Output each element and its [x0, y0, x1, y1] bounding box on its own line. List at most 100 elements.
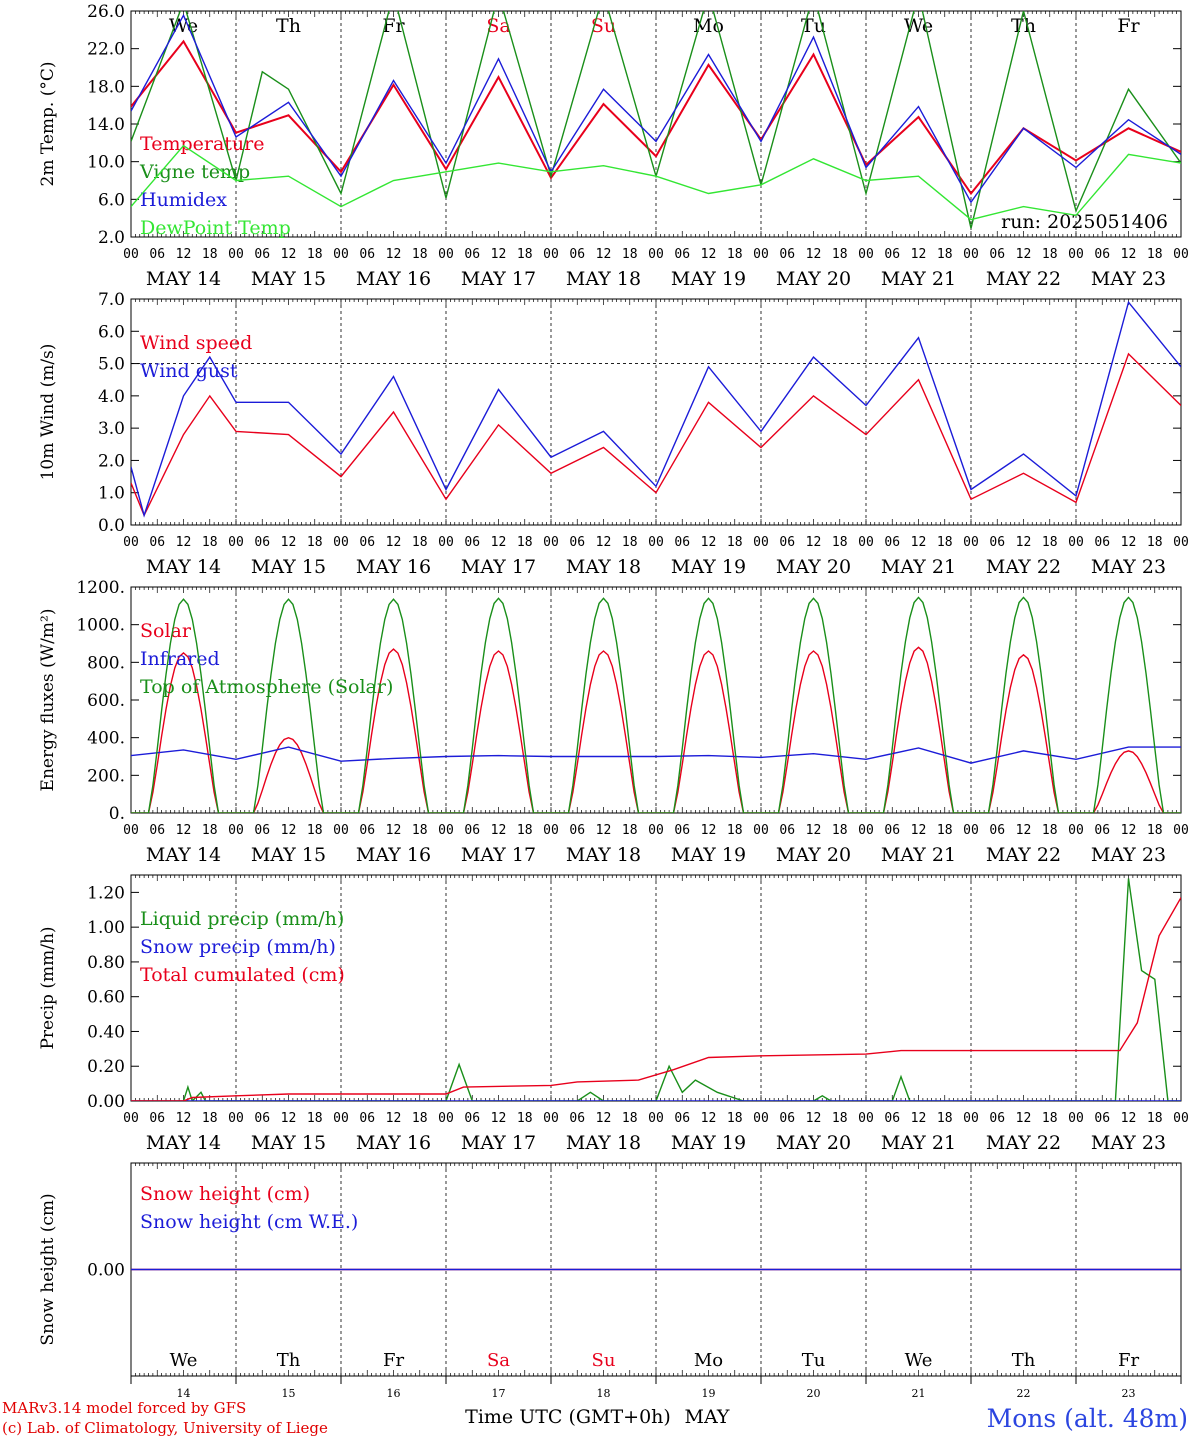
x-hour-label: 18	[832, 823, 848, 838]
credit-model: MARv3.14 model forced by GFS	[2, 1399, 247, 1417]
day-number-label: 15	[282, 1387, 296, 1400]
legend-entry: Top of Atmosphere (Solar)	[140, 676, 393, 698]
x-hour-label: 00	[1173, 535, 1189, 550]
x-hour-label: 18	[517, 247, 533, 262]
x-hour-label: 18	[307, 1111, 323, 1126]
x-hour-label: 18	[1042, 247, 1058, 262]
x-hour-label: 06	[884, 247, 900, 262]
x-date-label: MAY 23	[1091, 556, 1166, 578]
x-hour-label: 06	[254, 535, 270, 550]
series-solar	[131, 646, 1181, 813]
day-number-label: 19	[702, 1387, 716, 1400]
x-hour-label: 12	[911, 823, 927, 838]
y-tick-label: 5.0	[98, 355, 125, 375]
x-hour-label: 00	[963, 535, 979, 550]
legend-entry: Snow height (cm)	[140, 1183, 310, 1205]
x-hour-label: 12	[491, 535, 507, 550]
x-hour-label: 06	[464, 247, 480, 262]
y-axis-label: Energy fluxes (W/m²)	[38, 609, 58, 792]
x-hour-label: 12	[701, 247, 717, 262]
credit-lab: (c) Lab. of Climatology, University of L…	[2, 1419, 328, 1437]
x-hour-label: 06	[1094, 823, 1110, 838]
x-hour-label: 06	[674, 1111, 690, 1126]
panel-5: 0.00 Snow height (cm) We 14 Th 15 Fr 16 Sa 17 Su 18…	[38, 1162, 1182, 1428]
x-hour-label: 00	[858, 247, 874, 262]
series-dewpoint-temp	[131, 144, 1181, 221]
x-hour-label: 06	[569, 823, 585, 838]
x-hour-label: 12	[1016, 535, 1032, 550]
day-number-label: 23	[1122, 1387, 1136, 1400]
y-axis-label: Precip (mm/h)	[38, 926, 58, 1049]
x-date-label: MAY 21	[881, 844, 956, 866]
y-tick-label: 1.0	[98, 484, 125, 504]
x-hour-label: 18	[1147, 1111, 1163, 1126]
y-tick-label: 18.0	[87, 77, 125, 97]
panel-3: 0. 200. 400. 600. 800. 1000. 1200. Energy fluxe…	[38, 578, 1189, 866]
x-hour-label: 00	[438, 823, 454, 838]
x-hour-label: 18	[937, 823, 953, 838]
x-hour-label: 06	[254, 823, 270, 838]
x-hour-label: 12	[491, 823, 507, 838]
y-tick-label: 200.	[87, 766, 125, 786]
x-hour-label: 18	[412, 823, 428, 838]
x-hour-label: 12	[806, 535, 822, 550]
weekday-label: Tu	[802, 1350, 826, 1371]
y-tick-label: 14.0	[87, 115, 125, 135]
x-date-label: MAY 18	[566, 268, 641, 290]
x-date-label: MAY 14	[146, 1132, 221, 1154]
legend-entry: Temperature	[140, 133, 264, 155]
x-hour-label: 00	[963, 823, 979, 838]
x-hour-label: 06	[149, 247, 165, 262]
x-date-label: MAY 16	[356, 1132, 431, 1154]
y-tick-label: 2.0	[98, 228, 125, 248]
x-date-label: MAY 19	[671, 268, 746, 290]
x-hour-label: 06	[569, 535, 585, 550]
legend-entry: DewPoint Temp	[140, 217, 291, 239]
x-date-label: MAY 17	[461, 268, 536, 290]
x-date-label: MAY 21	[881, 268, 956, 290]
x-hour-label: 00	[543, 247, 559, 262]
x-hour-label: 00	[543, 1111, 559, 1126]
x-hour-label: 18	[622, 1111, 638, 1126]
series-wind-speed	[131, 352, 1181, 518]
station-name: Mons (alt. 48m)	[986, 1404, 1188, 1433]
x-hour-label: 12	[386, 535, 402, 550]
x-hour-label: 18	[412, 247, 428, 262]
x-hour-label: 18	[1147, 535, 1163, 550]
x-date-label: MAY 19	[671, 556, 746, 578]
y-tick-label: 0.00	[87, 1261, 125, 1281]
x-date-label: MAY 20	[776, 1132, 851, 1154]
x-date-label: MAY 15	[251, 1132, 326, 1154]
x-hour-label: 18	[202, 823, 218, 838]
y-tick-label: 1200.	[76, 578, 125, 598]
x-hour-label: 18	[412, 1111, 428, 1126]
x-date-label: MAY 22	[986, 844, 1061, 866]
x-date-label: MAY 17	[461, 556, 536, 578]
legend-entry: Humidex	[140, 189, 227, 211]
legend-entry: Solar	[140, 620, 192, 642]
x-hour-label: 06	[674, 823, 690, 838]
x-hour-label: 18	[1042, 1111, 1058, 1126]
x-date-label: MAY 18	[566, 844, 641, 866]
weekday-label: Fr	[1117, 15, 1140, 37]
x-hour-label: 18	[727, 823, 743, 838]
x-hour-label: 06	[884, 1111, 900, 1126]
x-hour-label: 12	[1016, 1111, 1032, 1126]
x-hour-label: 18	[622, 247, 638, 262]
x-hour-label: 12	[1121, 823, 1137, 838]
x-date-label: MAY 20	[776, 268, 851, 290]
x-date-label: MAY 14	[146, 556, 221, 578]
legend-entry: Snow height (cm W.E.)	[140, 1211, 358, 1233]
x-hour-label: 06	[254, 1111, 270, 1126]
x-hour-label: 00	[1068, 1111, 1084, 1126]
x-hour-label: 06	[989, 247, 1005, 262]
x-hour-label: 00	[438, 1111, 454, 1126]
x-hour-label: 00	[438, 535, 454, 550]
run-label: run: 2025051406	[1001, 211, 1168, 233]
x-date-label: MAY 19	[671, 844, 746, 866]
x-hour-label: 00	[858, 535, 874, 550]
x-hour-label: 12	[806, 1111, 822, 1126]
day-number-label: 20	[807, 1387, 821, 1400]
x-hour-label: 00	[333, 247, 349, 262]
weekday-label: Su	[592, 1350, 616, 1371]
